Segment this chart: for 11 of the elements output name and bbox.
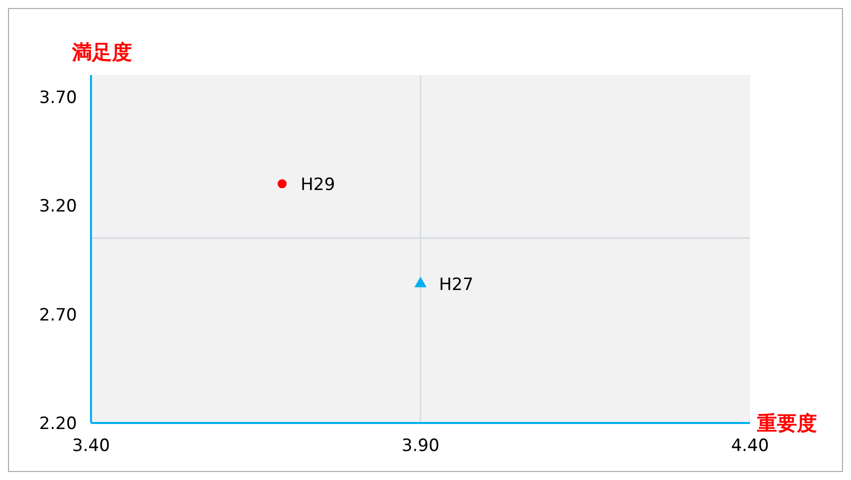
series-label: H29 [300, 174, 336, 195]
series-label: H27 [439, 274, 474, 295]
y-tick-label: 3.70 [39, 88, 77, 108]
x-axis-title: 重要度 [757, 410, 817, 437]
y-axis-title: 満足度 [72, 39, 132, 66]
x-tick-label: 3.90 [402, 436, 440, 456]
y-tick-label: 3.20 [39, 196, 77, 217]
x-tick-label: 4.40 [731, 436, 769, 456]
x-tick-label: 3.40 [72, 436, 110, 456]
y-tick-label: 2.70 [39, 305, 77, 326]
y-tick-label: 2.20 [39, 414, 77, 434]
